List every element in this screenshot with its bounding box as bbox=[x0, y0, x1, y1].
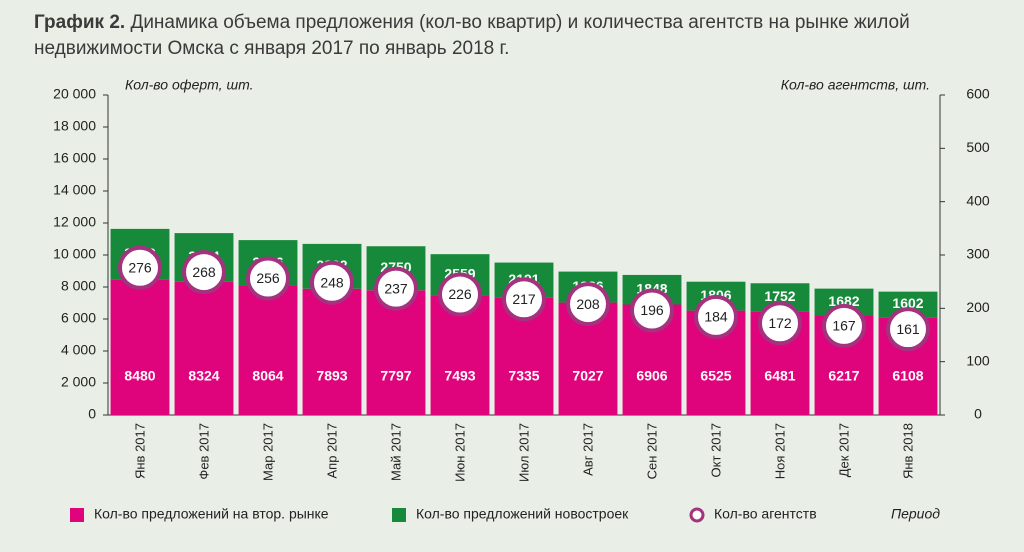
legend-swatch bbox=[689, 507, 705, 523]
value-label: 184 bbox=[704, 309, 728, 325]
legend-swatch bbox=[70, 508, 84, 522]
y2-tick-label: 200 bbox=[966, 299, 990, 315]
value-label: 7493 bbox=[444, 368, 475, 384]
y-tick-label: 12 000 bbox=[53, 214, 96, 230]
bar-segment bbox=[238, 285, 298, 415]
value-label: 7893 bbox=[316, 368, 347, 384]
legend-label: Кол-во агентств bbox=[714, 506, 817, 522]
value-label: 1752 bbox=[764, 288, 795, 304]
x-tick-label: Июл 2017 bbox=[516, 423, 531, 482]
y2-tick-label: 300 bbox=[966, 246, 990, 262]
y-tick-label: 14 000 bbox=[53, 182, 96, 198]
value-label: 8480 bbox=[124, 368, 155, 384]
y2-tick-label: 500 bbox=[966, 139, 990, 155]
value-label: 208 bbox=[576, 296, 600, 312]
x-tick-label: Окт 2017 bbox=[708, 423, 723, 477]
value-label: 6217 bbox=[828, 368, 859, 384]
x-axis-label: Период bbox=[891, 506, 940, 522]
value-label: 167 bbox=[832, 318, 856, 334]
y2-tick-label: 0 bbox=[974, 406, 982, 422]
agency-marker bbox=[438, 272, 482, 317]
x-tick-label: Май 2017 bbox=[388, 423, 403, 481]
y-tick-label: 6 000 bbox=[61, 310, 96, 326]
agency-marker bbox=[694, 294, 738, 339]
value-label: 237 bbox=[384, 280, 408, 296]
y-tick-label: 2 000 bbox=[61, 374, 96, 390]
agency-marker bbox=[310, 260, 354, 305]
y-tick-label: 18 000 bbox=[53, 118, 96, 134]
x-tick-label: Ноя 2017 bbox=[772, 423, 787, 479]
agency-marker bbox=[758, 301, 802, 346]
value-label: 6481 bbox=[764, 368, 795, 384]
agency-marker bbox=[822, 303, 866, 348]
value-label: 196 bbox=[640, 302, 664, 318]
y2-tick-label: 400 bbox=[966, 192, 990, 208]
x-tick-label: Янв 2018 bbox=[900, 423, 915, 479]
y-tick-label: 0 bbox=[88, 406, 96, 422]
agency-marker bbox=[630, 288, 674, 333]
agency-marker bbox=[566, 282, 610, 327]
chart-title: График 2. Динамика объема предложения (к… bbox=[34, 10, 1014, 62]
agency-marker bbox=[374, 266, 418, 311]
x-tick-label: Мар 2017 bbox=[260, 423, 275, 481]
y-tick-label: 8 000 bbox=[61, 278, 96, 294]
agency-marker bbox=[246, 256, 290, 301]
agency-marker bbox=[118, 245, 162, 290]
x-tick-label: Июн 2017 bbox=[452, 423, 467, 482]
bar-segment bbox=[110, 279, 170, 415]
x-tick-label: Дек 2017 bbox=[836, 423, 851, 477]
y2-axis-label: Кол-во агентств, шт. bbox=[781, 77, 930, 93]
x-tick-label: Авг 2017 bbox=[580, 423, 595, 476]
y-axis-label: Кол-во оферт, шт. bbox=[125, 77, 253, 93]
y-tick-label: 16 000 bbox=[53, 150, 96, 166]
legend-label: Кол-во предложений на втор. рынке bbox=[94, 506, 329, 522]
y-tick-label: 10 000 bbox=[53, 246, 96, 262]
y2-tick-label: 100 bbox=[966, 352, 990, 368]
title-text: Динамика объема предложения (кол-во квар… bbox=[34, 12, 910, 59]
agency-marker bbox=[502, 277, 546, 322]
value-label: 6525 bbox=[700, 368, 731, 384]
agency-marker bbox=[886, 307, 930, 352]
x-tick-label: Фев 2017 bbox=[196, 423, 211, 480]
value-label: 7335 bbox=[508, 368, 539, 384]
legend-label: Кол-во предложений новостроек bbox=[416, 506, 629, 522]
y2-tick-label: 600 bbox=[966, 86, 990, 102]
value-label: 6108 bbox=[892, 368, 923, 384]
legend-swatch bbox=[392, 508, 406, 522]
value-label: 172 bbox=[768, 315, 792, 331]
y-tick-label: 20 000 bbox=[53, 86, 96, 102]
value-label: 256 bbox=[256, 270, 280, 286]
value-label: 217 bbox=[512, 291, 536, 307]
value-label: 226 bbox=[448, 286, 472, 302]
bar-segment bbox=[366, 290, 426, 415]
title-label: График 2. bbox=[34, 12, 126, 33]
value-label: 276 bbox=[128, 260, 152, 276]
value-label: 6906 bbox=[636, 368, 667, 384]
value-label: 1602 bbox=[892, 295, 923, 311]
value-label: 268 bbox=[192, 264, 216, 280]
value-label: 8324 bbox=[188, 368, 219, 384]
bar-segment bbox=[302, 288, 362, 415]
value-label: 1682 bbox=[828, 293, 859, 309]
value-label: 7027 bbox=[572, 368, 603, 384]
x-tick-label: Сен 2017 bbox=[644, 423, 659, 479]
value-label: 7797 bbox=[380, 368, 411, 384]
bar-segment bbox=[174, 281, 234, 415]
agency-marker bbox=[182, 250, 226, 295]
value-label: 8064 bbox=[252, 368, 283, 384]
value-label: 248 bbox=[320, 274, 344, 290]
value-label: 161 bbox=[896, 321, 920, 337]
x-tick-label: Янв 2017 bbox=[132, 423, 147, 479]
y-tick-label: 4 000 bbox=[61, 342, 96, 358]
x-tick-label: Апр 2017 bbox=[324, 423, 339, 478]
